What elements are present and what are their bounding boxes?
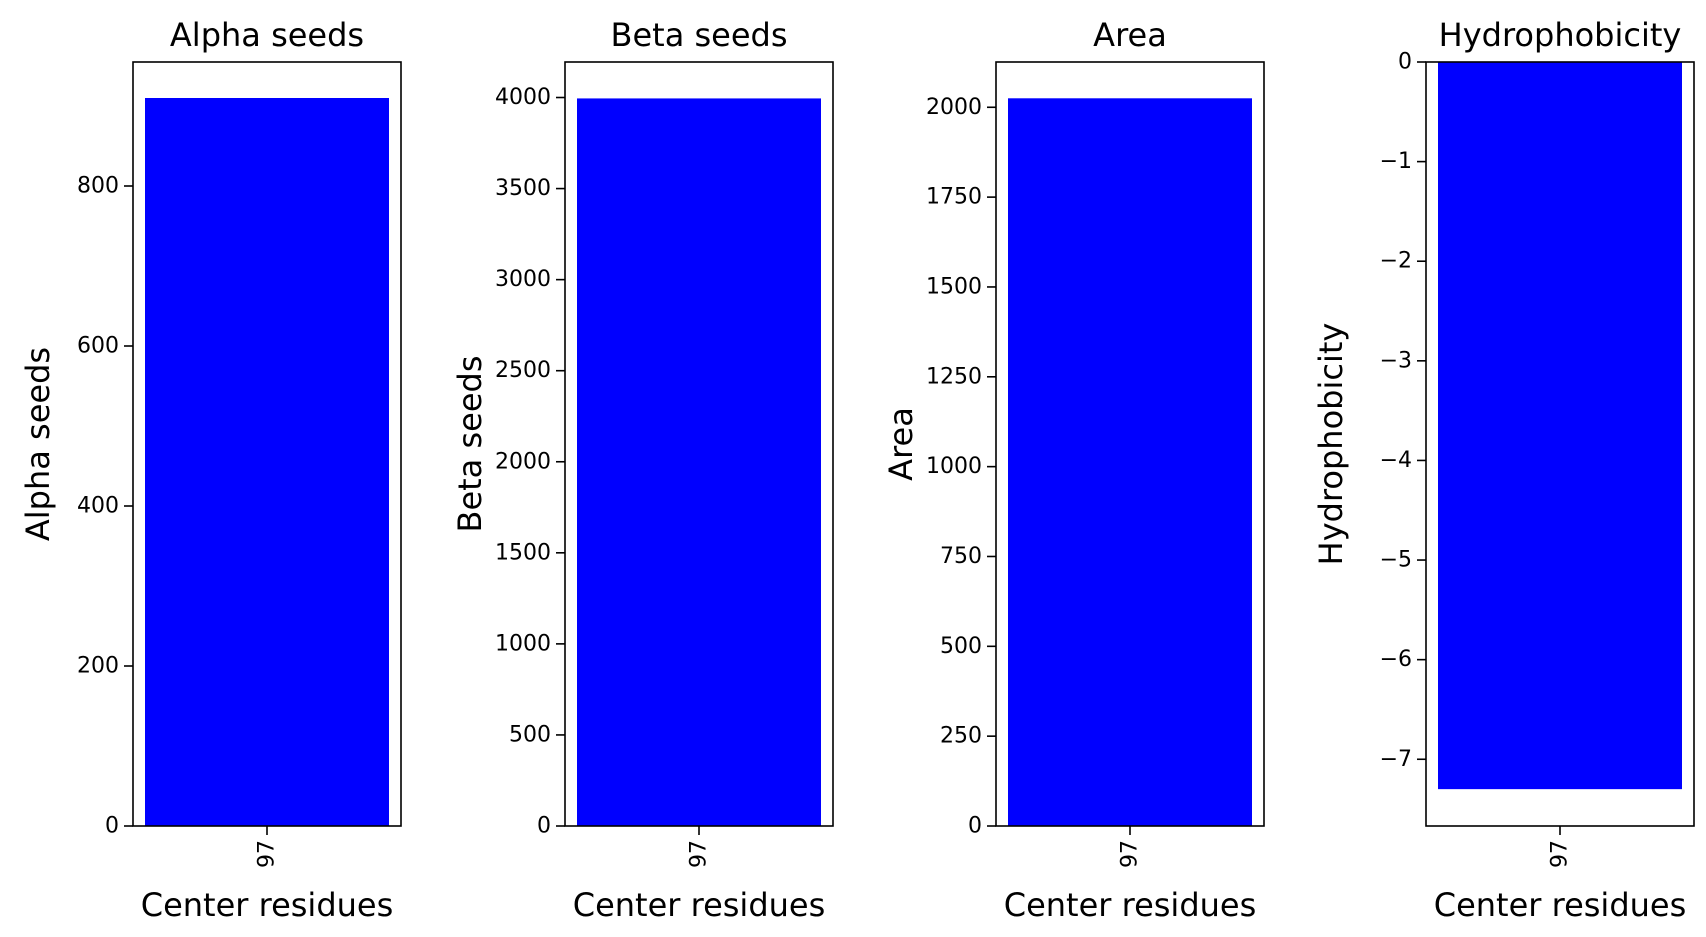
y-tick-label: 200 [77, 654, 119, 679]
y-tick-label: 0 [105, 814, 119, 839]
y-axis-label: Alpha seeds [19, 347, 57, 541]
chart-panel-1: 0 200 400 600 800 97 Alpha seeds Center residue… [19, 16, 402, 924]
y-tick-label: −7 [1380, 747, 1412, 772]
x-tick-label: 97 [1548, 840, 1573, 868]
chart-title: Beta seeds [611, 16, 788, 54]
x-tick-label: 97 [1118, 840, 1143, 868]
y-tick-label: 750 [940, 544, 982, 569]
y-tick-label: 400 [77, 494, 119, 519]
y-tick-label: 600 [77, 334, 119, 359]
y-tick-label: 800 [77, 174, 119, 199]
y-tick-label: 500 [509, 722, 551, 747]
y-tick-label: 3500 [495, 176, 551, 201]
y-tick-label: 500 [940, 634, 982, 659]
y-tick-label: 0 [537, 814, 551, 839]
y-tick-label: 3000 [495, 267, 551, 292]
y-tick-label: 250 [940, 724, 982, 749]
y-tick-label: 1250 [926, 364, 982, 389]
x-axis-label: Center residues [141, 886, 394, 924]
y-tick-label: −6 [1380, 647, 1412, 672]
chart-panel-4: 0 −1 −2 −3 −4 −5 −6 −7 97 Hydrophobicity Center re… [1312, 16, 1695, 924]
y-tick-label: 0 [968, 814, 982, 839]
y-axis-label: Area [882, 407, 920, 481]
y-tick-label: 2000 [495, 449, 551, 474]
x-axis-label: Center residues [573, 886, 826, 924]
x-tick-label: 97 [687, 840, 712, 868]
y-tick-label: 0 [1398, 50, 1412, 75]
y-tick-label: −4 [1380, 448, 1412, 473]
y-tick-label: 1500 [495, 540, 551, 565]
bar-97 [577, 98, 821, 826]
chart-panel-2: 0 500 1000 1500 2000 2500 3000 3500 4000 97 Beta s… [451, 16, 834, 924]
y-tick-label: 2000 [926, 95, 982, 120]
y-tick-label: 1000 [926, 454, 982, 479]
y-tick-label: −2 [1380, 249, 1412, 274]
y-tick-label: 1500 [926, 274, 982, 299]
x-tick-label: 97 [255, 840, 280, 868]
chart-title: Hydrophobicity [1439, 16, 1682, 54]
y-tick-label: −5 [1380, 548, 1412, 573]
chart-title: Area [1093, 16, 1167, 54]
bar-97 [145, 98, 389, 826]
y-tick-label: 1000 [495, 631, 551, 656]
y-tick-label: 2500 [495, 358, 551, 383]
bar-97 [1438, 62, 1682, 790]
y-axis-label: Hydrophobicity [1312, 323, 1350, 566]
y-tick-label: −1 [1380, 149, 1412, 174]
x-axis-label: Center residues [1434, 886, 1687, 924]
y-tick-label: 4000 [495, 85, 551, 110]
y-tick-label: −3 [1380, 348, 1412, 373]
chart-title: Alpha seeds [170, 16, 364, 54]
y-tick-label: 1750 [926, 185, 982, 210]
bar-97 [1008, 98, 1252, 826]
chart-panel-3: 0 250 500 750 1000 1250 1500 1750 2000 97 Area Cent… [882, 16, 1265, 924]
y-axis-label: Beta seeds [451, 356, 489, 533]
x-axis-label: Center residues [1004, 886, 1257, 924]
